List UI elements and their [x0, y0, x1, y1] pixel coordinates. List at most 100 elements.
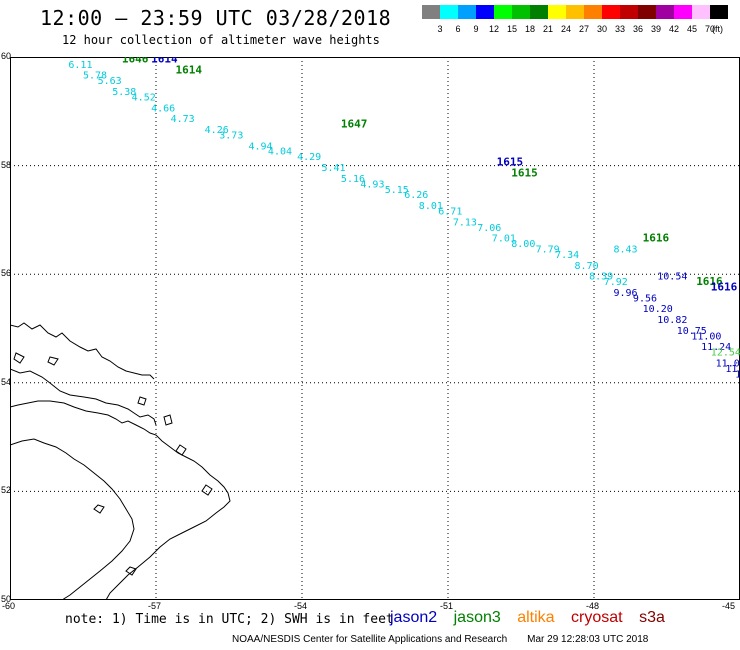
lat-tick-label: 58: [1, 159, 12, 170]
swh-reading: 11.02: [716, 359, 740, 370]
swh-reading: 6.71: [438, 206, 462, 217]
lat-tick-label: 60: [1, 51, 12, 61]
lon-tick-label: -54: [294, 601, 308, 611]
pass-time-label: 1616: [711, 280, 738, 293]
legend-swatch: [656, 5, 674, 19]
mission-jason3: jason3: [453, 609, 501, 626]
lat-tick-label: 50: [1, 594, 12, 604]
footer: NOAA/NESDIS Center for Satellite Applica…: [232, 634, 648, 645]
swh-reading: 7.79: [536, 244, 560, 255]
legend-label: 27: [579, 24, 589, 34]
legend-label: 70: [705, 24, 715, 34]
legend-swatch: [674, 5, 692, 19]
swh-reading: 9.96: [613, 288, 637, 299]
swh-reading: 6.11: [68, 60, 92, 71]
swh-reading: 8.70: [575, 261, 599, 272]
lon-tick-label: -57: [148, 601, 162, 611]
legend-swatch: [566, 5, 584, 19]
legend-swatch: [602, 5, 620, 19]
legend-label: 45: [687, 24, 697, 34]
legend-swatch: [494, 5, 512, 19]
legend-label: 18: [525, 24, 535, 34]
legend-swatch: [422, 5, 440, 19]
units-note: note: 1) Time is in UTC; 2) SWH is in fe…: [65, 612, 394, 627]
legend-label: 21: [543, 24, 553, 34]
pass-time-label: 1646: [122, 57, 149, 65]
legend-swatch: [476, 5, 494, 19]
legend-label: 24: [561, 24, 571, 34]
swh-reading: 7.34: [555, 250, 579, 261]
legend-swatch: [638, 5, 656, 19]
legend-swatch: [530, 5, 548, 19]
swh-reading: 4.29: [297, 152, 321, 163]
pass-time-label: 1614: [151, 57, 178, 65]
swh-reading: 4.66: [151, 103, 175, 114]
mission-altika: altika: [517, 609, 555, 626]
pass-time-label: 1614: [175, 63, 202, 76]
footer-timestamp: Mar 29 12:28:03 UTC 2018: [527, 634, 649, 645]
swh-reading: 5.63: [98, 76, 122, 87]
legend-swatch: [548, 5, 566, 19]
legend-label: 15: [507, 24, 517, 34]
swh-reading: 6.26: [404, 190, 428, 201]
swh-reading: 10.54: [657, 272, 687, 283]
swh-reading: 7.06: [477, 223, 501, 234]
swh-reading: 10.20: [643, 304, 673, 315]
map-frame: [10, 57, 740, 600]
swh-reading: 10.6: [735, 369, 740, 380]
mission-s3a: s3a: [639, 609, 665, 626]
swh-reading: 11.66: [725, 364, 740, 375]
pass-time-label: 1616: [696, 275, 723, 288]
legend-label: 33: [615, 24, 625, 34]
swh-reading: 11.00: [691, 331, 721, 342]
legend-swatch: [710, 5, 728, 19]
legend-label: 6: [455, 24, 460, 34]
pass-time-label: 1647: [341, 118, 368, 131]
lat-tick-label: 52: [1, 485, 12, 496]
pass-time-label: 1616: [643, 232, 670, 245]
swh-reading: 8.43: [613, 244, 637, 255]
pass-time-label: 1615: [497, 156, 523, 169]
lon-tick-label: -60: [2, 601, 16, 611]
pass-time-label: 1615: [511, 166, 538, 179]
legend-swatch: [584, 5, 602, 19]
swh-reading: 9.56: [633, 293, 657, 304]
legend-label: 3: [437, 24, 442, 34]
page-title: 12:00 – 23:59 UTC 03/28/2018: [40, 6, 392, 30]
mission-jason2: jason2: [390, 609, 438, 626]
graticule: [10, 57, 740, 600]
legend-label: 36: [633, 24, 643, 34]
swh-reading: 10.82: [657, 315, 687, 326]
swh-reading: 7.92: [604, 277, 628, 288]
swh-reading: 12.54: [711, 348, 740, 359]
swh-reading: 10.75: [677, 326, 707, 337]
swh-reading: 7.01: [492, 234, 516, 245]
page-subtitle: 12 hour collection of altimeter wave hei…: [62, 33, 380, 47]
legend-swatch: [620, 5, 638, 19]
swh-reading: 11.24: [701, 342, 731, 353]
swh-reading: 8.00: [511, 239, 535, 250]
lat-tick-label: 56: [1, 268, 12, 279]
swh-reading: 4.04: [268, 147, 292, 158]
color-legend: 3 6 9 12 15 18 21 24 27 30 33 36 39 42 45 70(ft): [422, 5, 728, 34]
lat-tick-label: 54: [1, 376, 12, 387]
swh-reading: 8.01: [419, 201, 443, 212]
wave-height-map: 6.115.785.635.384.524.664.73 4.263.73 4.94…: [10, 57, 740, 600]
lon-tick-label: -48: [586, 601, 600, 611]
legend-unit: (ft): [712, 24, 723, 34]
swh-reading: 8.39: [589, 272, 613, 283]
legend-swatch: [458, 5, 476, 19]
coastline-labrador: [10, 322, 231, 600]
mission-cryosat: cryosat: [571, 609, 623, 626]
swh-reading: 4.94: [248, 141, 272, 152]
legend-swatch: [692, 5, 710, 19]
legend-label: 39: [651, 24, 661, 34]
legend-swatch: [512, 5, 530, 19]
altimeter-track: 6.115.785.635.384.524.664.73 4.263.73 4.94…: [68, 57, 740, 380]
swh-reading: 5.78: [83, 71, 107, 82]
legend-label: 9: [473, 24, 478, 34]
swh-reading: 5.38: [112, 87, 136, 98]
swh-reading: 7.13: [453, 217, 477, 228]
swh-reading: 5.16: [341, 174, 365, 185]
swh-reading: 5.15: [385, 185, 409, 196]
